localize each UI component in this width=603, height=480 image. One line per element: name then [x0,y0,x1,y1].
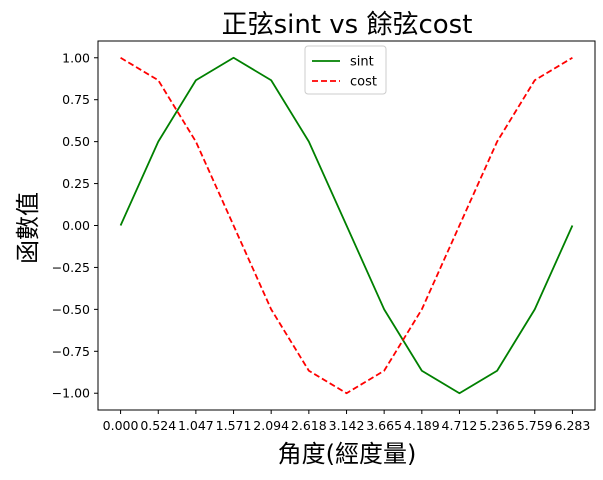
x-tick-label: 0.524 [140,418,176,433]
y-axis-label: 函數值 [14,192,42,264]
series-layer [119,56,574,395]
y-tick-label: −0.75 [52,344,90,359]
x-tick-label: 0.000 [103,418,139,433]
tick-layer: 0.000 0.524 1.047 1.571 2.094 2.618 3.142 3.665… [52,50,591,433]
legend-label-cost: cost [350,75,377,90]
x-tick-label: 2.618 [291,418,327,433]
x-tick-label: 5.759 [517,418,553,433]
y-tick-label: −1.00 [52,386,90,401]
y-tick-label: 1.00 [62,50,90,65]
y-tick-label: −0.25 [52,260,90,275]
y-tick-label: −0.50 [52,302,90,317]
y-tick-label: 0.25 [62,176,90,191]
x-tick-label: 3.142 [329,418,365,433]
y-tick-label: 0.75 [62,92,90,107]
x-tick-label: 3.665 [366,418,402,433]
x-tick-label: 4.189 [404,418,440,433]
y-tick-label: 0.00 [62,218,90,233]
x-axis-label: 角度(經度量) [278,440,417,468]
x-tick-label: 5.236 [479,418,515,433]
series-line-sint [119,56,574,395]
chart-title: 正弦sint vs 餘弦cost [222,10,473,40]
plot-frame [97,40,596,411]
x-tick-label: 1.571 [216,418,252,433]
x-tick-label: 1.047 [178,418,214,433]
legend: sint cost [304,45,387,95]
x-tick-label: 4.712 [442,418,478,433]
series-line-cost [120,56,573,395]
x-tick-label: 2.094 [253,418,289,433]
legend-box [304,45,387,95]
y-tick-label: 0.50 [62,134,90,149]
x-tick-label: 6.283 [555,418,591,433]
legend-label-sint: sint [350,55,374,70]
